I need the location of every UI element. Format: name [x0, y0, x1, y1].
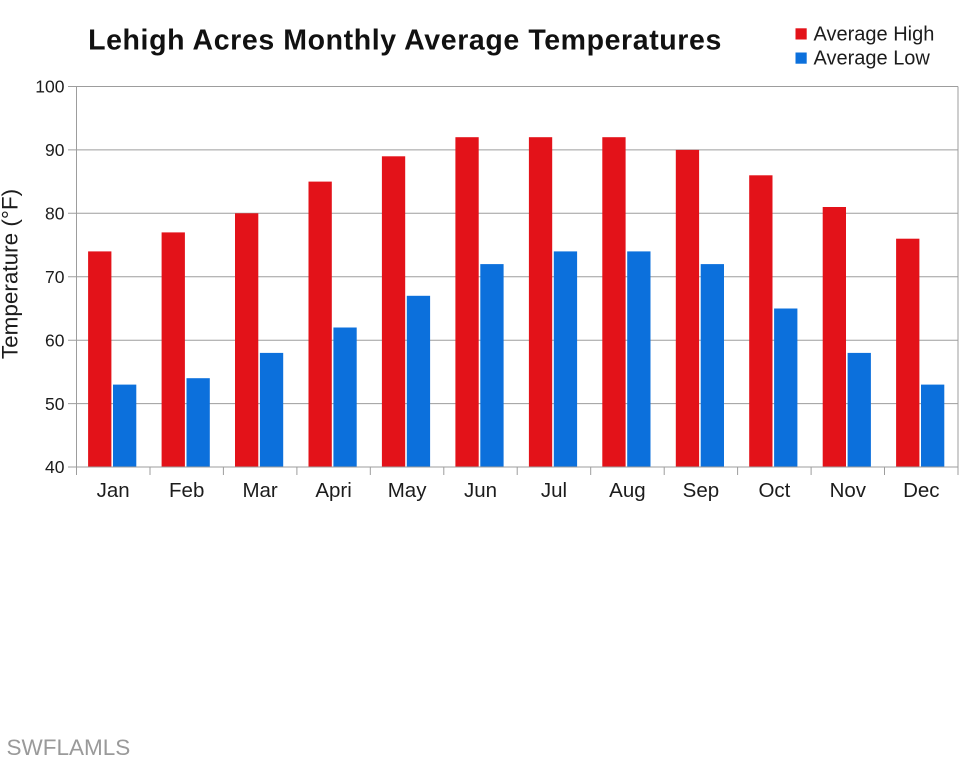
- svg-text:Oct: Oct: [758, 479, 790, 502]
- svg-text:Feb: Feb: [169, 479, 204, 502]
- svg-text:70: 70: [45, 267, 65, 287]
- svg-text:Jun: Jun: [464, 479, 497, 502]
- svg-text:Nov: Nov: [830, 479, 867, 502]
- svg-text:SWFLAMLS: SWFLAMLS: [7, 735, 131, 760]
- svg-text:50: 50: [45, 394, 65, 414]
- svg-text:Temperature (°F): Temperature (°F): [0, 189, 23, 359]
- svg-text:60: 60: [45, 330, 65, 350]
- svg-text:Sep: Sep: [683, 479, 719, 502]
- svg-text:Average High: Average High: [814, 24, 935, 46]
- svg-text:Jan: Jan: [97, 479, 130, 502]
- svg-text:100: 100: [35, 77, 64, 97]
- svg-text:Dec: Dec: [903, 479, 939, 502]
- svg-text:Mar: Mar: [242, 479, 277, 502]
- svg-text:Lehigh Acres Monthly Average T: Lehigh Acres Monthly Average Temperature…: [88, 25, 722, 57]
- svg-text:May: May: [388, 479, 427, 502]
- svg-text:90: 90: [45, 140, 65, 160]
- svg-text:Average Low: Average Low: [814, 48, 931, 70]
- svg-text:Jul: Jul: [541, 479, 567, 502]
- svg-text:Apri: Apri: [315, 479, 351, 502]
- svg-text:Aug: Aug: [609, 479, 645, 502]
- svg-text:80: 80: [45, 204, 65, 224]
- svg-text:40: 40: [45, 457, 65, 477]
